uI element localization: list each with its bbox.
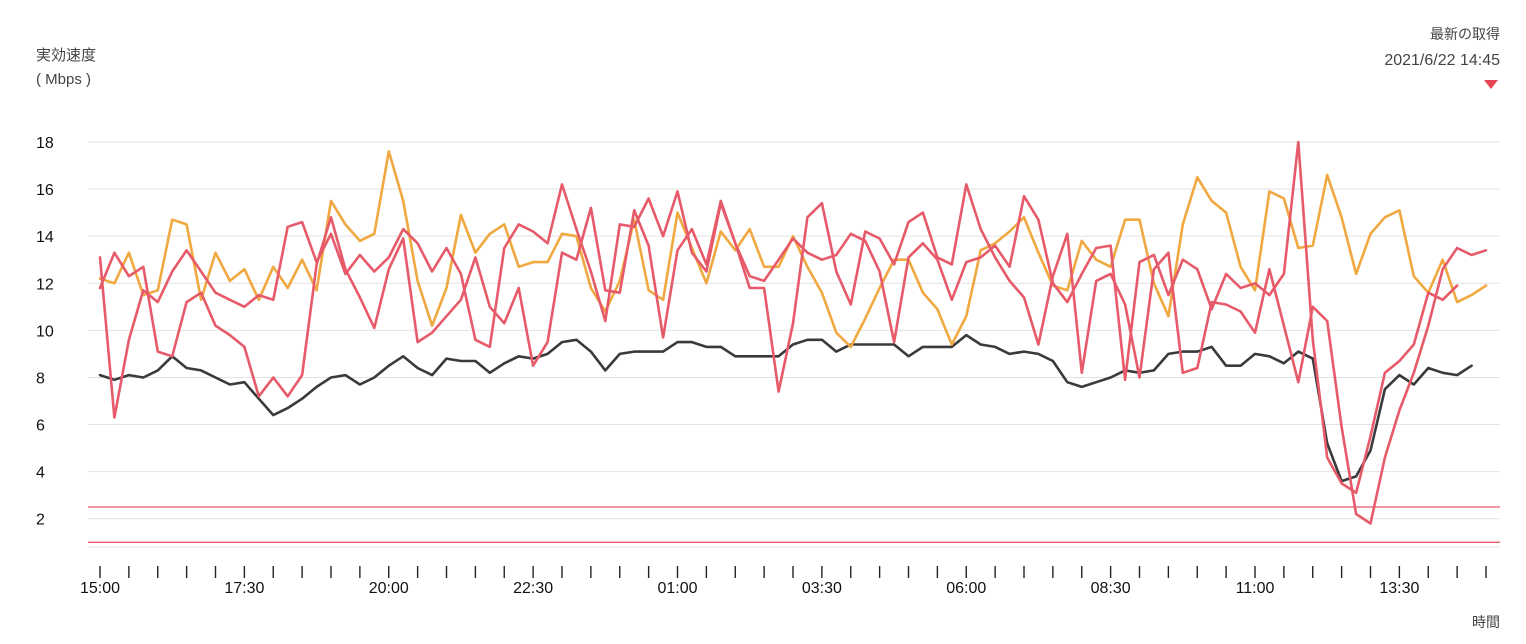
series-line-dark <box>98 333 1473 483</box>
x-tick-label: 03:30 <box>802 580 842 597</box>
y-tick-label: 6 <box>36 418 45 435</box>
x-tick-label: 22:30 <box>513 580 553 597</box>
x-tick-label: 17:30 <box>224 580 264 597</box>
y-tick-label: 10 <box>36 323 54 340</box>
latest-fetch-label: 最新の取得 <box>1430 26 1500 42</box>
x-tick-label: 11:00 <box>1236 580 1275 597</box>
y-tick-label: 14 <box>36 229 54 246</box>
x-tick-label: 06:00 <box>946 580 986 597</box>
y-tick-label: 2 <box>36 512 45 529</box>
x-tick-label: 15:00 <box>80 580 120 597</box>
y-axis-ticks: 2 4 6 8 10 12 14 16 18 <box>36 135 54 529</box>
series-line-red <box>98 183 1488 525</box>
y-tick-label: 8 <box>36 370 45 387</box>
reference-lines <box>88 506 1500 543</box>
x-tick-label: 20:00 <box>369 580 409 597</box>
x-tick-label: 08:30 <box>1091 580 1131 597</box>
x-axis-label: 時間 <box>1472 614 1500 630</box>
series-line-red <box>98 140 1459 495</box>
latest-fetch: 最新の取得 2021/6/22 14:45 <box>1384 24 1500 89</box>
y-tick-label: 4 <box>36 465 45 482</box>
latest-fetch-time: 2021/6/22 14:45 <box>1384 52 1500 69</box>
y-axis-title: 実効速度 ( Mbps ) <box>36 44 96 92</box>
series-lines <box>98 140 1488 525</box>
y-tick-label: 16 <box>36 182 54 199</box>
y-axis-label: 実効速度 <box>36 47 97 64</box>
y-axis-unit: ( Mbps ) <box>36 71 92 88</box>
y-tick-label: 18 <box>36 135 54 152</box>
x-axis: 15:00 17:30 20:00 22:30 01:00 03:30 06:00 08:30… <box>80 566 1487 597</box>
x-tick-label: 01:00 <box>657 580 697 597</box>
y-tick-label: 12 <box>36 276 54 293</box>
series-line-orange <box>98 150 1488 349</box>
x-tick-label: 13:30 <box>1379 580 1419 597</box>
latest-marker-icon[interactable] <box>1484 80 1498 89</box>
